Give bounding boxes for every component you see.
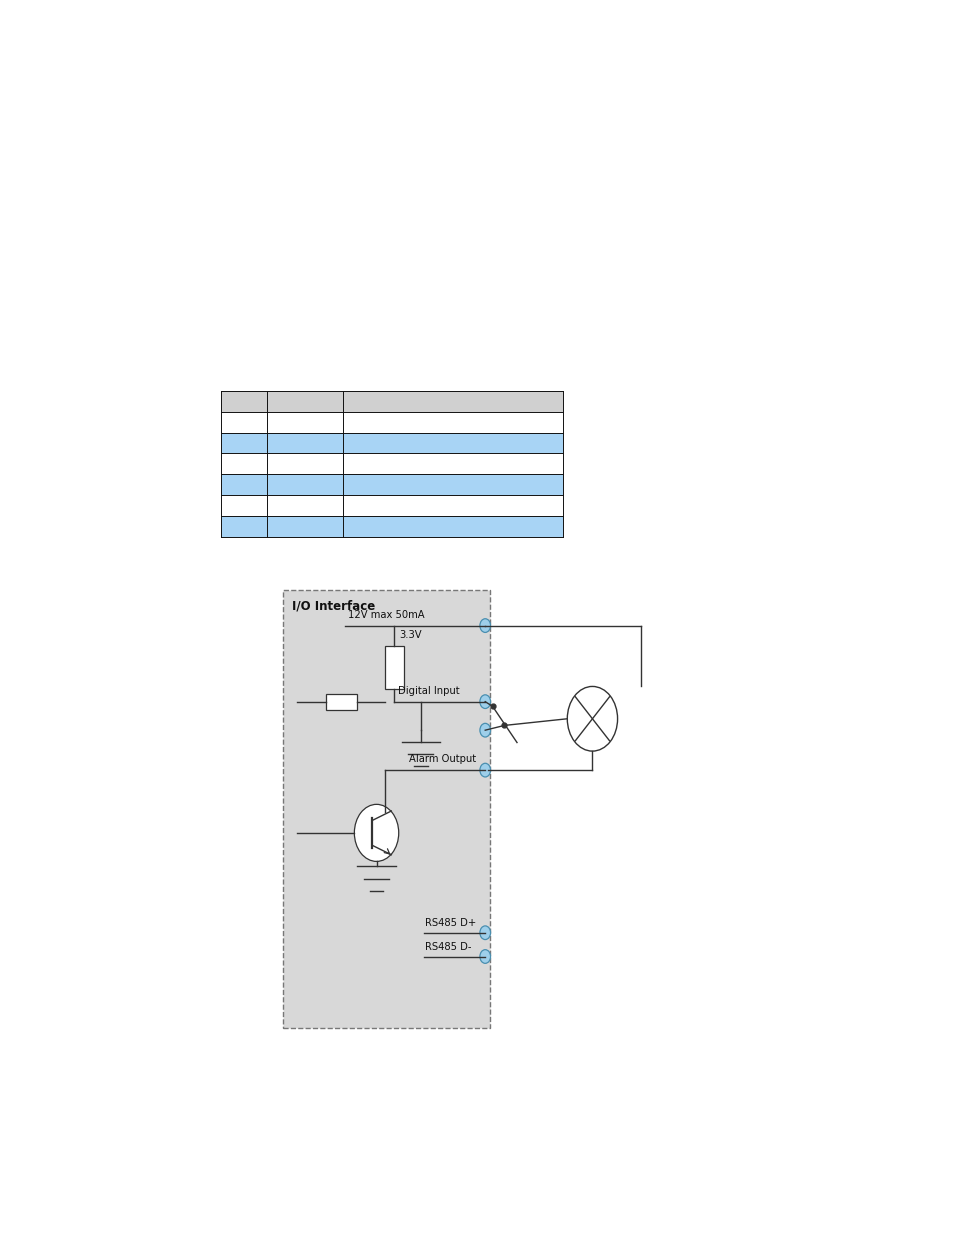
Circle shape [354, 804, 398, 862]
Text: 12V max 50mA: 12V max 50mA [348, 610, 425, 620]
Circle shape [567, 687, 617, 751]
Text: I/O Interface: I/O Interface [292, 600, 375, 613]
FancyBboxPatch shape [221, 516, 562, 537]
Circle shape [479, 695, 490, 709]
Text: Alarm Output: Alarm Output [409, 755, 476, 764]
FancyBboxPatch shape [221, 390, 562, 411]
FancyBboxPatch shape [384, 646, 403, 689]
Circle shape [479, 763, 490, 777]
Text: RS485 D-: RS485 D- [425, 942, 472, 952]
Circle shape [479, 950, 490, 963]
FancyBboxPatch shape [221, 453, 562, 474]
Text: RS485 D+: RS485 D+ [425, 918, 476, 927]
FancyBboxPatch shape [283, 590, 490, 1028]
Circle shape [479, 724, 490, 737]
FancyBboxPatch shape [221, 495, 562, 516]
Text: Digital Input: Digital Input [397, 685, 459, 697]
Circle shape [479, 619, 490, 632]
FancyBboxPatch shape [221, 474, 562, 495]
Circle shape [479, 926, 490, 940]
FancyBboxPatch shape [221, 432, 562, 453]
FancyBboxPatch shape [325, 694, 356, 710]
Text: 3.3V: 3.3V [399, 630, 421, 640]
FancyBboxPatch shape [221, 411, 562, 432]
